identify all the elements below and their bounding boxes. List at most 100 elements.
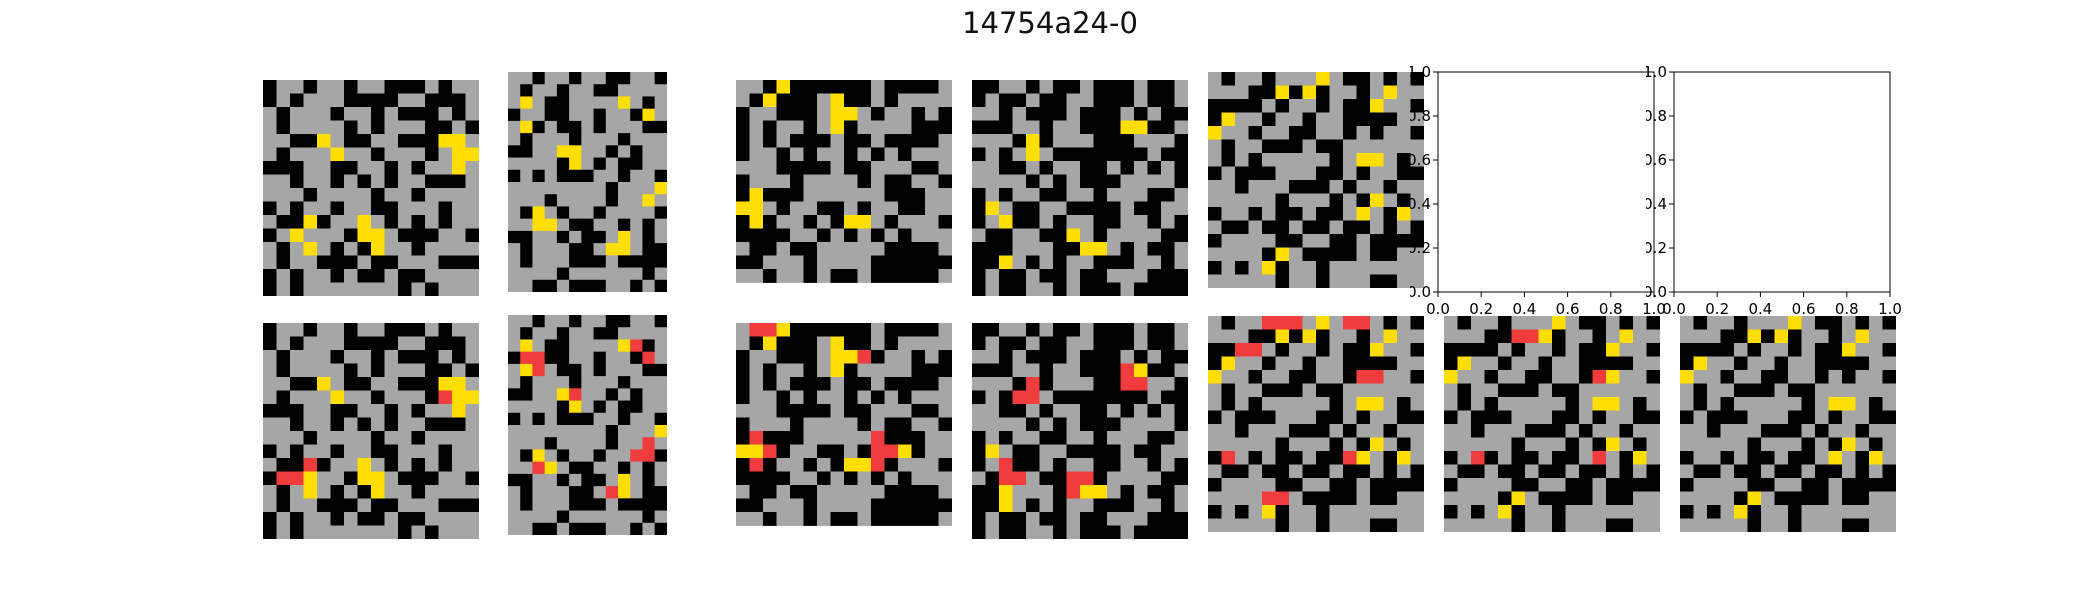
grid-cell bbox=[1120, 80, 1135, 94]
grid-cell bbox=[925, 350, 939, 364]
grid-cell bbox=[1093, 525, 1108, 539]
grid-cell bbox=[593, 473, 607, 487]
grid-cell bbox=[581, 425, 594, 438]
grid-cell bbox=[1383, 424, 1398, 438]
grid-cell bbox=[508, 206, 521, 220]
grid-cell bbox=[1316, 451, 1330, 465]
grid-cell bbox=[276, 228, 291, 243]
grid-cell bbox=[1774, 397, 1789, 411]
grid-cell bbox=[1397, 180, 1411, 194]
grid-cell bbox=[398, 174, 412, 189]
grid-cell bbox=[1107, 215, 1121, 229]
grid-cell bbox=[1761, 370, 1775, 384]
grid-cell bbox=[357, 377, 372, 391]
grid-cell bbox=[1511, 491, 1526, 506]
grid-cell bbox=[1869, 478, 1883, 492]
grid-cell bbox=[1012, 147, 1027, 162]
grid-cell bbox=[1498, 356, 1512, 371]
grid-cell bbox=[898, 134, 912, 148]
grid-cell bbox=[844, 363, 858, 378]
grid-cell bbox=[1444, 464, 1458, 479]
grid-cell bbox=[508, 194, 521, 207]
grid-cell bbox=[925, 107, 939, 121]
grid-cell bbox=[411, 350, 426, 364]
grid-cell bbox=[398, 417, 412, 432]
grid-cell bbox=[1107, 147, 1121, 162]
grid-cell bbox=[344, 525, 358, 539]
grid-cell bbox=[763, 93, 777, 108]
grid-cell bbox=[898, 161, 912, 175]
grid-cell bbox=[303, 242, 318, 256]
grid-cell bbox=[871, 390, 885, 405]
grid-cell bbox=[817, 444, 831, 459]
grid-cell bbox=[317, 404, 331, 418]
grid-cell bbox=[1208, 274, 1222, 288]
grid-cell bbox=[544, 498, 558, 511]
grid-cell bbox=[425, 390, 439, 405]
grid-cell bbox=[1080, 188, 1094, 202]
grid-cell bbox=[1747, 424, 1762, 438]
grid-cell bbox=[290, 525, 304, 539]
grid-cell bbox=[1356, 464, 1371, 479]
grid-cell bbox=[911, 363, 926, 378]
grid-cell bbox=[425, 417, 439, 432]
grid-cell bbox=[884, 377, 899, 391]
grid-cell bbox=[790, 242, 804, 256]
grid-cell bbox=[999, 485, 1013, 499]
grid-cell bbox=[1161, 350, 1175, 364]
grid-cell bbox=[1134, 107, 1148, 121]
grid-cell bbox=[371, 255, 385, 270]
test-output-grid bbox=[1208, 316, 1424, 532]
grid-cell bbox=[857, 188, 872, 202]
grid-cell bbox=[1498, 410, 1512, 425]
grid-cell bbox=[1774, 518, 1789, 532]
grid-cell bbox=[1498, 518, 1512, 532]
grid-cell bbox=[790, 498, 804, 513]
grid-cell bbox=[871, 93, 885, 108]
grid-cell bbox=[1444, 343, 1458, 357]
grid-cell bbox=[884, 498, 899, 513]
grid-cell bbox=[1842, 464, 1856, 479]
grid-cell bbox=[1174, 147, 1188, 162]
grid-cell bbox=[411, 147, 426, 162]
grid-cell bbox=[1592, 424, 1607, 438]
grid-cell bbox=[972, 255, 986, 270]
grid-cell bbox=[1039, 471, 1054, 486]
grid-cell bbox=[1788, 410, 1802, 425]
grid-cell bbox=[642, 376, 656, 389]
grid-cell bbox=[1066, 498, 1081, 513]
grid-cell bbox=[581, 376, 594, 389]
grid-cell bbox=[1815, 478, 1829, 492]
grid-cell bbox=[1747, 356, 1762, 371]
grid-cell bbox=[1275, 166, 1290, 181]
grid-cell bbox=[556, 120, 570, 134]
grid-cell bbox=[925, 471, 939, 486]
grid-cell bbox=[1012, 282, 1027, 296]
grid-cell bbox=[1262, 207, 1276, 221]
grid-cell bbox=[1208, 424, 1222, 438]
grid-cell bbox=[630, 498, 643, 511]
grid-cell bbox=[1842, 491, 1856, 506]
grid-cell bbox=[1329, 437, 1344, 452]
grid-cell bbox=[1120, 161, 1135, 175]
grid-cell bbox=[344, 363, 358, 378]
grid-cell bbox=[398, 93, 412, 108]
grid-cell bbox=[1093, 80, 1108, 94]
grid-cell bbox=[508, 327, 521, 340]
grid-cell bbox=[749, 444, 764, 459]
grid-cell bbox=[830, 417, 845, 432]
grid-cell bbox=[830, 390, 845, 405]
grid-cell bbox=[465, 282, 479, 296]
grid-cell bbox=[642, 412, 656, 426]
grid-cell bbox=[803, 485, 818, 499]
grid-cell bbox=[1734, 464, 1748, 479]
grid-cell bbox=[1012, 350, 1027, 364]
grid-cell bbox=[1147, 512, 1162, 526]
grid-cell bbox=[605, 363, 619, 377]
grid-cell bbox=[1552, 478, 1566, 492]
grid-cell bbox=[618, 449, 631, 463]
grid-cell bbox=[1484, 491, 1499, 506]
grid-cell bbox=[508, 400, 521, 414]
grid-cell bbox=[357, 471, 372, 486]
grid-cell bbox=[642, 473, 656, 487]
